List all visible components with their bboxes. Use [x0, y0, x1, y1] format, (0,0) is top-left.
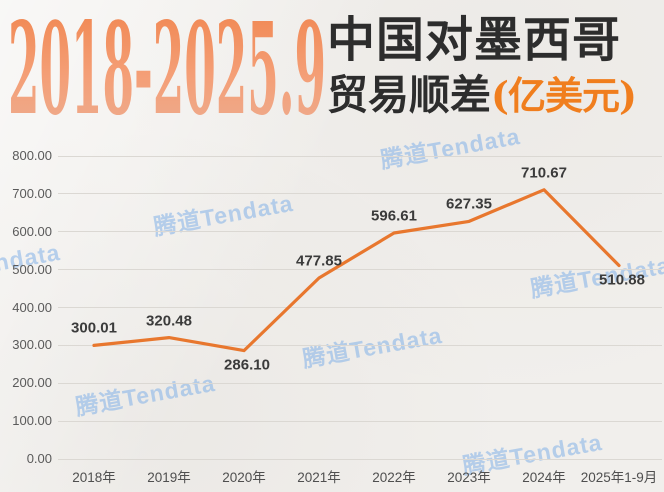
data-label: 627.35 [446, 195, 492, 213]
trend-line-path [92, 188, 621, 353]
y-axis-label: 600.00 [12, 223, 52, 239]
y-axis-label: 0.00 [26, 451, 52, 466]
x-axis-label: 2024年 [522, 470, 566, 485]
y-axis-label: 100.00 [12, 413, 52, 429]
gridline [58, 344, 662, 346]
y-axis-label: 200.00 [12, 375, 52, 391]
data-label: 477.85 [296, 252, 342, 270]
gridline [58, 269, 662, 271]
gridline [58, 193, 662, 195]
x-axis-label: 2019年 [147, 470, 191, 485]
data-label: 510.88 [599, 271, 645, 289]
gridline [58, 307, 662, 308]
y-axis-label: 800.00 [12, 148, 52, 163]
y-axis-label: 500.00 [12, 261, 52, 277]
y-axis-label: 700.00 [12, 185, 52, 201]
gridline [58, 458, 662, 460]
data-label: 596.61 [371, 207, 417, 225]
data-label: 320.48 [146, 312, 192, 330]
y-axis-label: 400.00 [12, 299, 52, 315]
data-label: 300.01 [71, 319, 117, 337]
x-axis-label: 2022年 [372, 470, 416, 485]
x-axis-label: 2020年 [222, 470, 266, 485]
y-axis-label: 300.00 [12, 337, 52, 353]
gridline [58, 420, 662, 422]
gridline [58, 155, 662, 157]
data-label: 286.10 [224, 356, 270, 374]
data-label: 710.67 [521, 164, 567, 182]
x-axis-label: 2025年1-9月 [580, 470, 658, 485]
gridline [58, 231, 662, 233]
x-axis-label: 2023年 [447, 470, 491, 485]
gridline [58, 382, 662, 384]
x-axis-label: 2018年 [72, 470, 116, 485]
x-axis-label: 2021年 [297, 470, 341, 485]
